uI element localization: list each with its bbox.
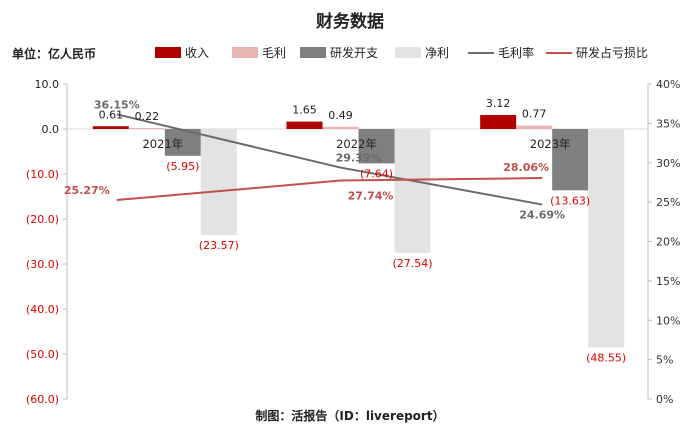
legend-label-收入: 收入 [185, 46, 209, 60]
y-right-tick-label: 15% [656, 275, 680, 288]
legend-label-研发占亏损比: 研发占亏损比 [576, 45, 648, 60]
category-label-2023年: 2023年 [530, 137, 571, 151]
y-left-tick-label: 10.0 [35, 78, 60, 91]
y-right-tick-label: 20% [656, 236, 680, 249]
y-left-tick-label: (30.0) [26, 258, 59, 271]
y-left-tick-label: (50.0) [26, 348, 59, 361]
y-left-tick-label: (40.0) [26, 303, 59, 316]
footer-credit: 制图：活报告（ID：livereport） [255, 408, 444, 423]
bar-毛利-2023年 [516, 125, 553, 129]
category-label-2021年: 2021年 [142, 137, 183, 151]
y-left-tick-label: (10.0) [26, 168, 59, 181]
chart-title: 财务数据 [315, 11, 384, 32]
data-label-收入-2023年: 3.12 [486, 97, 511, 110]
unit-label: 单位：亿人民币 [12, 46, 96, 61]
line-毛利率 [116, 113, 543, 206]
line-研发占亏损比 [116, 177, 543, 201]
y-left-tick-label: (60.0) [26, 393, 59, 406]
data-labels: 0.61 0.22 (5.95) (23.57) 2021年 1.65 0.49 (7.64)… [64, 97, 626, 365]
bar-研发开支-2022年 [358, 129, 395, 164]
legend-swatch-毛利 [232, 47, 258, 58]
bar-收入-2022年 [286, 121, 323, 129]
data-label-毛利-2021年: 0.22 [135, 110, 160, 123]
data-label-毛利-2022年: 0.49 [328, 109, 353, 122]
bar-收入-2021年 [92, 126, 129, 129]
data-label-毛利率-2021年: 36.15% [94, 98, 140, 111]
y-left-tick-label: (20.0) [26, 213, 59, 226]
data-label-毛利率-2022年: 29.39% [336, 152, 382, 165]
data-label-毛利-2023年: 0.77 [522, 108, 547, 121]
legend: 收入 毛利 研发开支 净利 毛利率 研发占亏损比 [155, 45, 648, 60]
y-left-tick-label: 0.0 [42, 123, 60, 136]
data-label-净利-2021年: (23.57) [199, 239, 239, 252]
legend-swatch-净利 [395, 47, 421, 58]
legend-label-毛利率: 毛利率 [498, 45, 534, 60]
data-label-研发开支-2021年: (5.95) [166, 160, 199, 173]
data-label-研发占亏损比-2021年: 25.27% [64, 184, 110, 197]
data-label-收入-2021年: 0.61 [99, 108, 124, 121]
legend-swatch-收入 [155, 47, 181, 58]
y-right-tick-label: 10% [656, 314, 680, 327]
y-right-tick-label: 25% [656, 196, 680, 209]
data-label-净利-2022年: (27.54) [392, 257, 432, 270]
data-label-毛利率-2023年: 24.69% [519, 209, 565, 222]
category-label-2022年: 2022年 [336, 137, 377, 151]
y-right-tick-label: 35% [656, 117, 680, 130]
bar-净利-2023年 [588, 129, 625, 348]
bar-毛利-2021年 [128, 128, 165, 129]
bar-收入-2023年 [480, 114, 517, 129]
lines [116, 113, 543, 206]
y-right-tick-label: 30% [656, 157, 680, 170]
data-label-研发占亏损比-2023年: 28.06% [503, 161, 549, 174]
bars [92, 114, 625, 348]
data-label-研发占亏损比-2022年: 27.74% [348, 190, 394, 203]
y-right-tick-label: 40% [656, 78, 680, 91]
bar-毛利-2022年 [322, 126, 359, 129]
bar-研发开支-2023年 [552, 129, 589, 191]
legend-label-毛利: 毛利 [262, 46, 286, 60]
legend-swatch-研发开支 [300, 47, 326, 58]
y-right-tick-label: 5% [656, 354, 673, 367]
bar-净利-2022年 [394, 129, 431, 253]
data-label-净利-2023年: (48.55) [586, 351, 626, 364]
legend-label-研发开支: 研发开支 [330, 45, 378, 60]
data-label-研发开支-2023年: (13.63) [550, 194, 590, 207]
y-right-tick-label: 0% [656, 393, 673, 406]
legend-label-净利: 净利 [425, 46, 449, 60]
data-label-研发开支-2022年: (7.64) [360, 167, 393, 180]
data-label-收入-2022年: 1.65 [292, 104, 317, 117]
bar-净利-2021年 [200, 129, 237, 236]
